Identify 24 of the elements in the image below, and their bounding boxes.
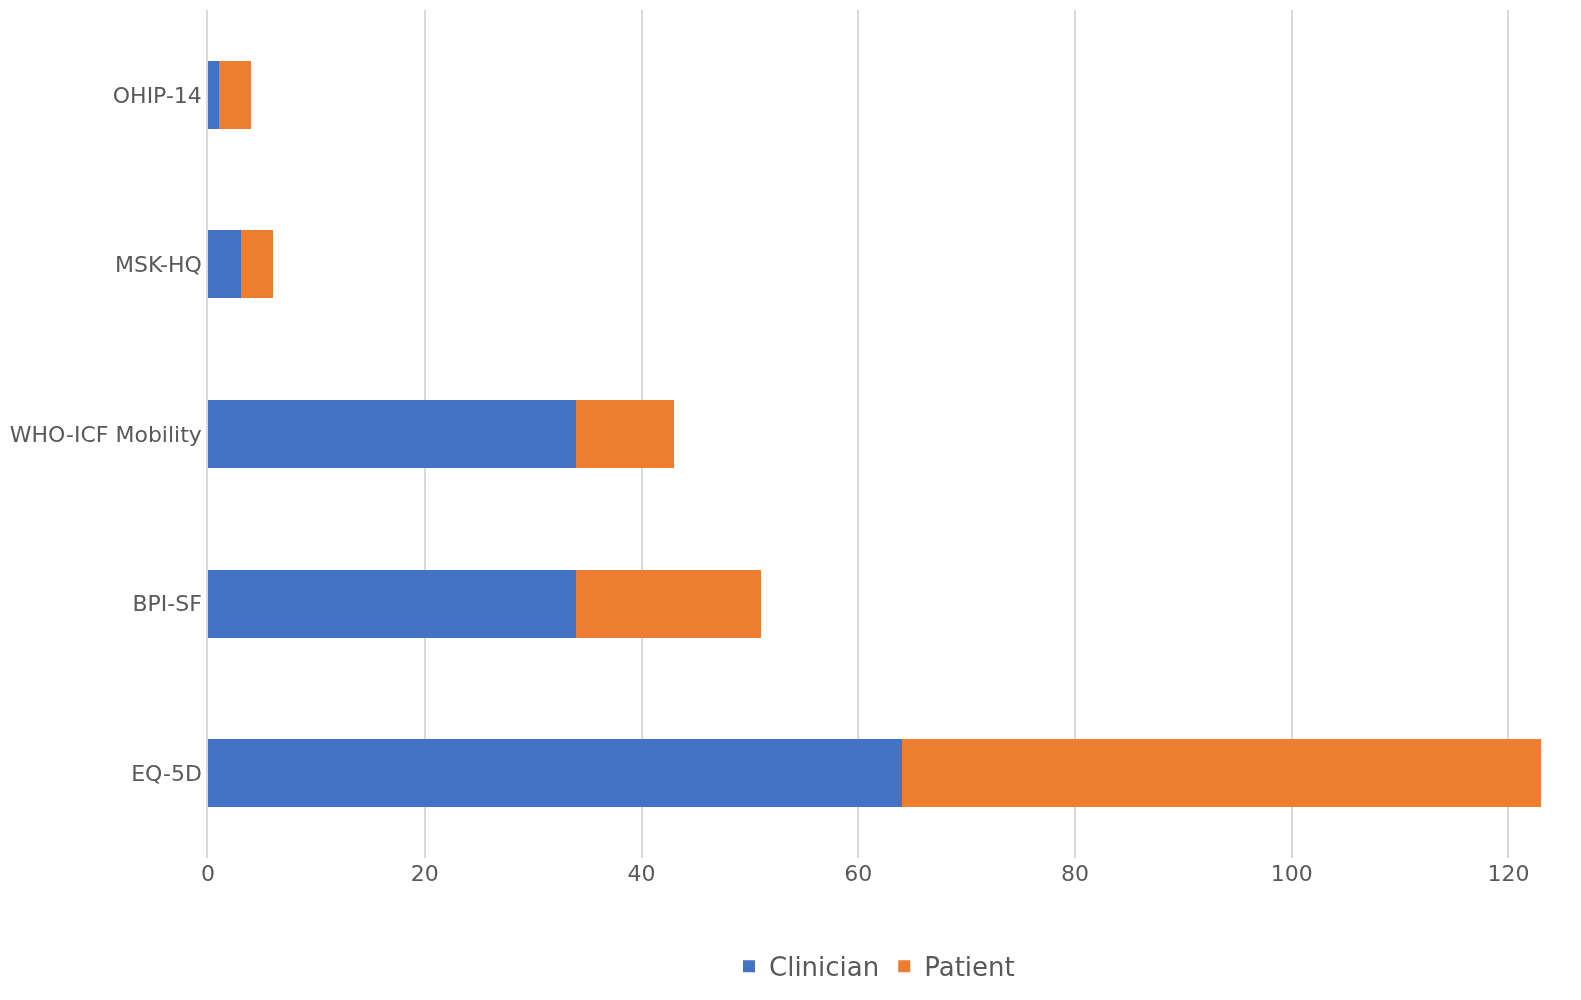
x-tick-label: 60 [844,861,873,886]
bar [208,230,241,299]
y-tick-label: BPI-SF [132,591,202,617]
legend-label: Patient [924,952,1015,983]
bar [208,569,577,638]
x-tick-label: 40 [627,861,656,886]
bar [208,739,902,808]
bar [208,400,577,468]
bar [576,569,761,638]
y-tick-label: WHO-ICF Mobility [9,421,202,447]
x-tick-label: 100 [1270,861,1313,886]
x-tick-label: 0 [201,861,215,886]
x-tick-label: 20 [410,861,439,886]
x-tick-label: 80 [1060,861,1089,886]
bar [576,400,675,468]
legend-label: Clinician [769,952,880,983]
y-tick-label: EQ-5D [131,760,202,786]
bar [240,230,274,299]
y-tick-label: OHIP-14 [112,82,202,108]
x-tick-label: 120 [1487,861,1530,886]
bar [218,60,252,129]
bar [901,739,1541,808]
bar [208,60,219,129]
y-tick-label: MSK-HQ [114,252,202,278]
